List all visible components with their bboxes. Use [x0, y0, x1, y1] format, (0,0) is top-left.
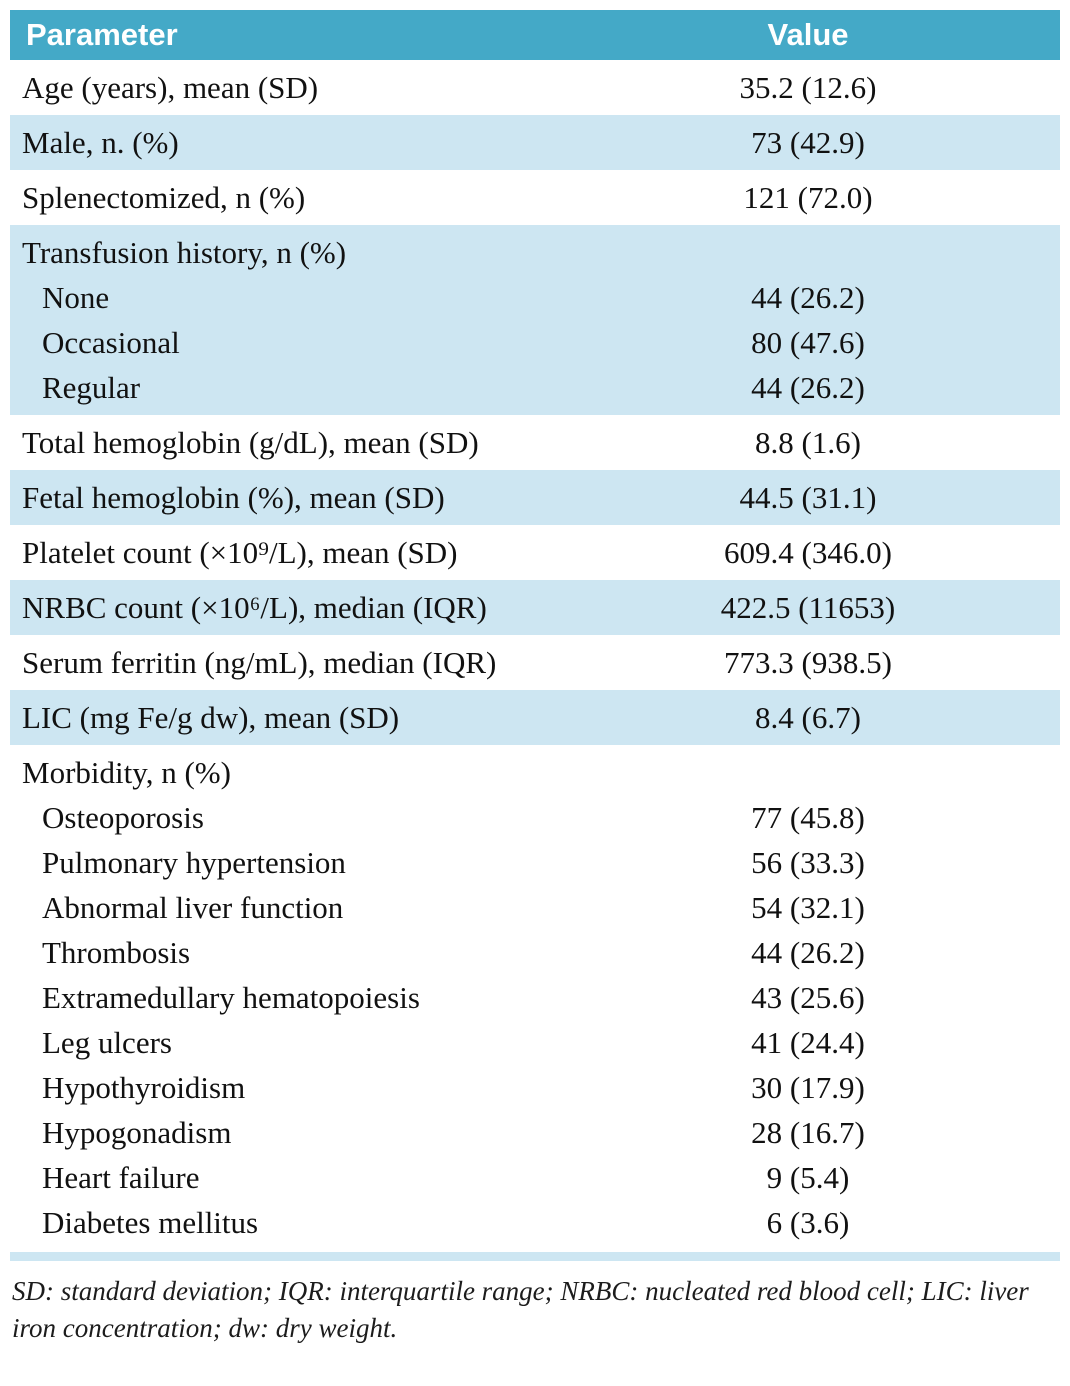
row-parameter-label: Age (years), mean (SD)	[22, 70, 319, 105]
row-value: 9 (5.4)	[766, 1160, 850, 1195]
table-row: Leg ulcers 41 (24.4)	[10, 1020, 1060, 1065]
table-row: Occasional 80 (47.6)	[10, 320, 1060, 365]
table-row: Diabetes mellitus 6 (3.6)	[10, 1200, 1060, 1250]
table-row: Splenectomized, n (%) 121 (72.0)	[10, 170, 1060, 225]
row-parameter-label: Abnormal liver function	[42, 890, 344, 925]
row-value: 8.4 (6.7)	[755, 700, 861, 735]
row-parameter-label: Regular	[42, 370, 141, 405]
row-value: 773.3 (938.5)	[724, 645, 892, 680]
row-parameter-label: Hypothyroidism	[42, 1070, 246, 1105]
row-value: 44 (26.2)	[751, 280, 865, 315]
row-parameter-label: Platelet count (×10⁹/L), mean (SD)	[22, 535, 458, 570]
row-value: 30 (17.9)	[751, 1070, 865, 1105]
row-parameter-label: Transfusion history, n (%)	[22, 235, 347, 270]
table-row: LIC (mg Fe/g dw), mean (SD) 8.4 (6.7)	[10, 690, 1060, 745]
row-parameter-label: Pulmonary hypertension	[42, 845, 346, 880]
row-parameter-label: Fetal hemoglobin (%), mean (SD)	[22, 480, 445, 515]
row-value: 8.8 (1.6)	[755, 425, 861, 460]
header-row: Parameter Value	[10, 10, 1060, 60]
row-parameter-label: Diabetes mellitus	[42, 1205, 259, 1240]
row-parameter-label: Male, n. (%)	[22, 125, 179, 160]
row-value: 44 (26.2)	[751, 370, 865, 405]
table-row: Pulmonary hypertension 56 (33.3)	[10, 840, 1060, 885]
row-parameter-label: Hypogonadism	[42, 1115, 232, 1150]
row-parameter-label: Osteoporosis	[42, 800, 204, 835]
row-value: 6 (3.6)	[766, 1205, 850, 1240]
row-parameter-label: Total hemoglobin (g/dL), mean (SD)	[22, 425, 479, 460]
row-parameter-label: LIC (mg Fe/g dw), mean (SD)	[22, 700, 400, 735]
row-parameter-label: Occasional	[42, 325, 180, 360]
row-value: 44.5 (31.1)	[739, 480, 877, 515]
table-row: Transfusion history, n (%)	[10, 225, 1060, 275]
table-row: Hypogonadism 28 (16.7)	[10, 1110, 1060, 1155]
table-row: NRBC count (×10⁶/L), median (IQR) 422.5 (…	[10, 580, 1060, 635]
table-row: Platelet count (×10⁹/L), mean (SD) 609.4 …	[10, 525, 1060, 580]
table-row: Heart failure 9 (5.4)	[10, 1155, 1060, 1200]
footnote-divider	[10, 1252, 1060, 1261]
row-parameter-label: Thrombosis	[42, 935, 191, 970]
row-value	[556, 745, 1060, 795]
row-parameter-label: NRBC count (×10⁶/L), median (IQR)	[22, 590, 487, 625]
table-row: None 44 (26.2)	[10, 275, 1060, 320]
row-value: 28 (16.7)	[751, 1115, 865, 1150]
table-body: Age (years), mean (SD) 35.2 (12.6) Male, n…	[10, 60, 1060, 1250]
column-header-value: Value	[556, 10, 1060, 60]
patient-characteristics-table: Parameter Value Age (years), mean (SD) 35…	[10, 10, 1060, 1250]
row-value: 77 (45.8)	[751, 800, 865, 835]
row-parameter-label: Extramedullary hematopoiesis	[42, 980, 420, 1015]
table-row: Serum ferritin (ng/mL), median (IQR) 773.…	[10, 635, 1060, 690]
row-value: 121 (72.0)	[743, 180, 873, 215]
row-value: 80 (47.6)	[751, 325, 865, 360]
row-parameter-label: None	[42, 280, 110, 315]
row-parameter-label: Morbidity, n (%)	[22, 755, 231, 790]
table-row: Morbidity, n (%)	[10, 745, 1060, 795]
table-row: Male, n. (%) 73 (42.9)	[10, 115, 1060, 170]
table-row: Abnormal liver function 54 (32.1)	[10, 885, 1060, 930]
row-parameter-label: Serum ferritin (ng/mL), median (IQR)	[22, 645, 497, 680]
row-parameter-label: Heart failure	[42, 1160, 200, 1195]
row-value	[556, 225, 1060, 275]
table-row: Thrombosis 44 (26.2)	[10, 930, 1060, 975]
row-value: 41 (24.4)	[751, 1025, 865, 1060]
table-row: Osteoporosis 77 (45.8)	[10, 795, 1060, 840]
table-row: Age (years), mean (SD) 35.2 (12.6)	[10, 60, 1060, 115]
row-parameter-label: Splenectomized, n (%)	[22, 180, 306, 215]
table-row: Fetal hemoglobin (%), mean (SD) 44.5 (31.…	[10, 470, 1060, 525]
row-value: 54 (32.1)	[751, 890, 865, 925]
row-parameter-label: Leg ulcers	[42, 1025, 172, 1060]
table-row: Total hemoglobin (g/dL), mean (SD) 8.8 (1…	[10, 415, 1060, 470]
row-value: 43 (25.6)	[751, 980, 865, 1015]
column-header-parameter: Parameter	[10, 10, 556, 60]
table-header: Parameter Value	[10, 10, 1060, 60]
table-row: Extramedullary hematopoiesis 43 (25.6)	[10, 975, 1060, 1020]
row-value: 73 (42.9)	[751, 125, 865, 160]
table-row: Hypothyroidism 30 (17.9)	[10, 1065, 1060, 1110]
table-row: Regular 44 (26.2)	[10, 365, 1060, 415]
row-value: 35.2 (12.6)	[739, 70, 877, 105]
row-value: 422.5 (11653)	[720, 590, 896, 625]
row-value: 44 (26.2)	[751, 935, 865, 970]
table-footnote: SD: standard deviation; IQR: interquarti…	[12, 1276, 1029, 1343]
row-value: 56 (33.3)	[751, 845, 865, 880]
row-value: 609.4 (346.0)	[724, 535, 892, 570]
